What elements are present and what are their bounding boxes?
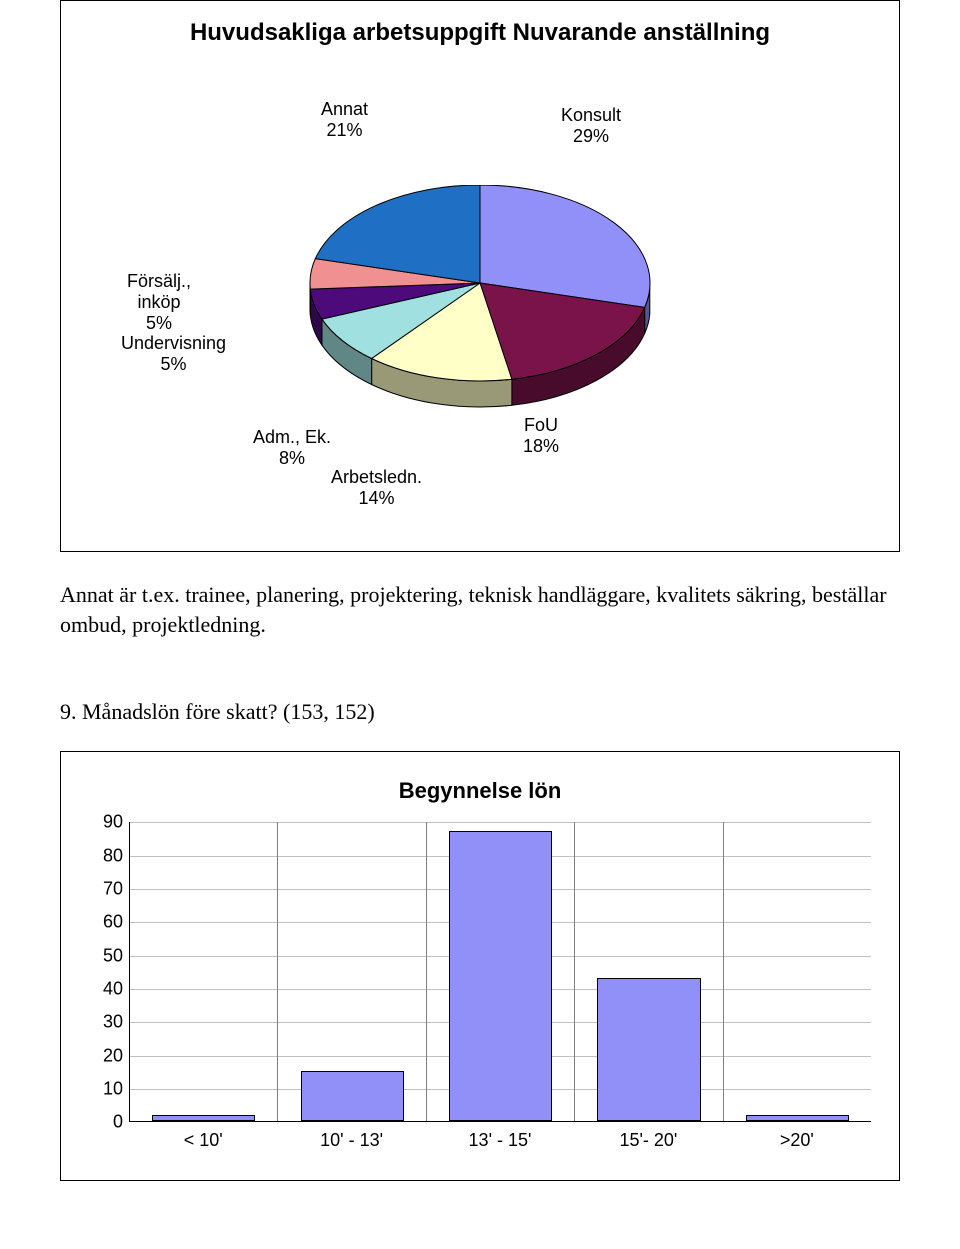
pie-slice-label: Adm., Ek.8% [253,427,331,469]
bar [597,978,700,1121]
pie-slice-label: Försälj.,inköp5% [127,271,191,334]
bar-chart-bars [130,822,871,1121]
pie-slice-label: Annat21% [321,99,368,141]
x-axis-label: < 10' [129,1130,277,1151]
y-axis-tick: 10 [103,1079,123,1100]
explanatory-text: Annat är t.ex. trainee, planering, proje… [60,580,900,639]
bar-chart-y-axis: 0102030405060708090 [89,822,129,1122]
y-axis-tick: 60 [103,912,123,933]
y-axis-tick: 40 [103,979,123,1000]
bar-slot [575,822,723,1121]
bar-chart-x-axis: < 10'10' - 13'13' - 15'15'- 20'>20' [129,1130,871,1151]
pie-chart-title: Huvudsakliga arbetsuppgift Nuvarande ans… [61,19,899,47]
y-axis-tick: 80 [103,845,123,866]
y-axis-tick: 50 [103,945,123,966]
bar [746,1115,849,1122]
y-axis-tick: 30 [103,1012,123,1033]
pie-slice-label: Konsult29% [561,105,621,147]
bar [301,1071,404,1121]
pie-svg [300,185,660,411]
bar-slot [724,822,871,1121]
x-axis-label: 13' - 15' [426,1130,574,1151]
bar-slot [130,822,278,1121]
y-axis-tick: 70 [103,879,123,900]
bar-chart-container: Begynnelse lön 0 10 20 30 40 50 60 70 80 90 < 10'… [60,751,900,1181]
y-axis-tick: 90 [103,812,123,833]
y-axis-tick: 0 [113,1112,123,1133]
x-axis-label: 15'- 20' [574,1130,722,1151]
bar [152,1115,255,1122]
y-axis-tick: 20 [103,1045,123,1066]
bar-slot [427,822,575,1121]
pie-chart-plot [300,185,660,411]
pie-slice-label: Undervisning5% [121,333,226,375]
pie-slice-label: FoU18% [523,415,559,457]
x-axis-label: >20' [723,1130,871,1151]
bar [449,831,552,1121]
bar-chart-title: Begynnelse lön [89,778,871,804]
bar-slot [278,822,426,1121]
bar-chart-plot-area [129,822,871,1122]
pie-chart-container: Huvudsakliga arbetsuppgift Nuvarande ans… [60,0,900,552]
x-axis-label: 10' - 13' [277,1130,425,1151]
pie-slice-label: Arbetsledn.14% [331,467,422,509]
question-heading: 9. Månadslön före skatt? (153, 152) [60,699,900,725]
